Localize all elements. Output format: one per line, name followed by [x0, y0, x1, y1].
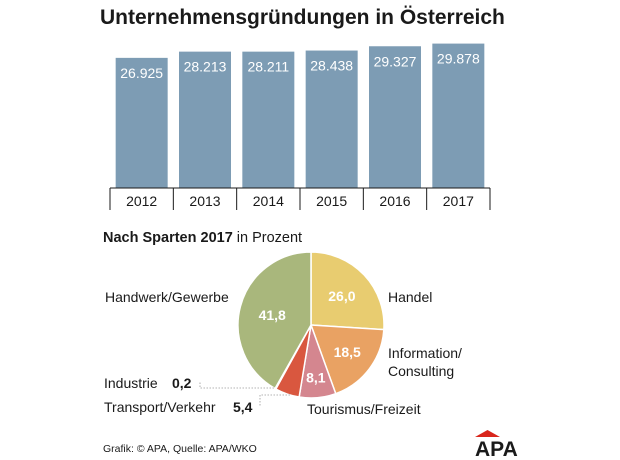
bar-2014	[242, 51, 295, 188]
bar-value-label: 28.211	[247, 59, 289, 75]
apa-logo-text: APA	[475, 438, 518, 460]
pie-label-handel: Handel	[388, 289, 432, 305]
pie-slice-value: 18,5	[334, 344, 361, 360]
pie-label-transport: Transport/Verkehr	[104, 399, 216, 415]
pie-slice-information	[309, 324, 385, 395]
source-credit: Grafik: © APA, Quelle: APA/WKO	[103, 443, 257, 455]
pie-label-information-line2: Consulting	[388, 363, 454, 379]
bar-series: 26.925 28.213 28.211 28.438 29.327 29.878	[115, 43, 485, 189]
bar-value-label: 28.438	[310, 58, 353, 74]
pie-label-information-line1: Information/	[388, 345, 462, 361]
bar-value-label: 28.213	[184, 59, 227, 75]
bar-2015	[305, 50, 358, 188]
x-axis-ticks: 2012 2013 2014 2015 2016 2017	[109, 188, 491, 210]
apa-logo: APA	[475, 430, 518, 460]
pie-title-bold: Nach Sparten 2017	[103, 230, 233, 246]
pie-label-handwerk: Handwerk/Gewerbe	[105, 289, 229, 305]
x-tick-label: 2015	[316, 193, 347, 209]
x-tick-label: 2017	[443, 193, 474, 209]
pie-title-rest: in Prozent	[233, 230, 302, 246]
pie-value-industrie: 0,2	[172, 375, 192, 391]
pie-slice-value: 26,0	[328, 288, 355, 304]
pie-slice-handwerk-gewerbe	[237, 251, 312, 390]
leader-line-industrie	[199, 382, 274, 389]
pie-label-industrie: Industrie	[104, 375, 158, 391]
pie-slice-value: 8,1	[306, 369, 326, 385]
pie-slice-handel	[310, 251, 385, 331]
x-tick-label: 2016	[379, 193, 410, 209]
x-tick-label: 2013	[189, 193, 220, 209]
pie-slices	[237, 251, 385, 399]
pie-slice-value: 41,8	[259, 307, 286, 323]
pie-value-transport: 5,4	[233, 399, 253, 415]
x-tick-label: 2012	[126, 193, 157, 209]
bar-2016	[369, 46, 421, 188]
bar-2012	[115, 57, 168, 188]
apa-logo-triangle	[475, 430, 500, 437]
pie-chart-title: Nach Sparten 2017 in Prozent	[103, 230, 302, 246]
x-tick-label: 2014	[253, 193, 284, 209]
leader-line-transport	[259, 394, 290, 407]
pie-slice-values: 26,0 18,5 8,1 41,8	[259, 288, 361, 385]
bar-value-label: 29.878	[437, 51, 480, 67]
bar-2017	[432, 43, 485, 189]
pie-label-tourismus: Tourismus/Freizeit	[307, 401, 421, 417]
bar-value-label: 26.925	[120, 65, 163, 81]
bar-2013	[179, 51, 231, 189]
bar-value-label: 29.327	[374, 53, 417, 69]
bar-chart-title: Unternehmensgründungen in Österreich	[100, 6, 505, 29]
